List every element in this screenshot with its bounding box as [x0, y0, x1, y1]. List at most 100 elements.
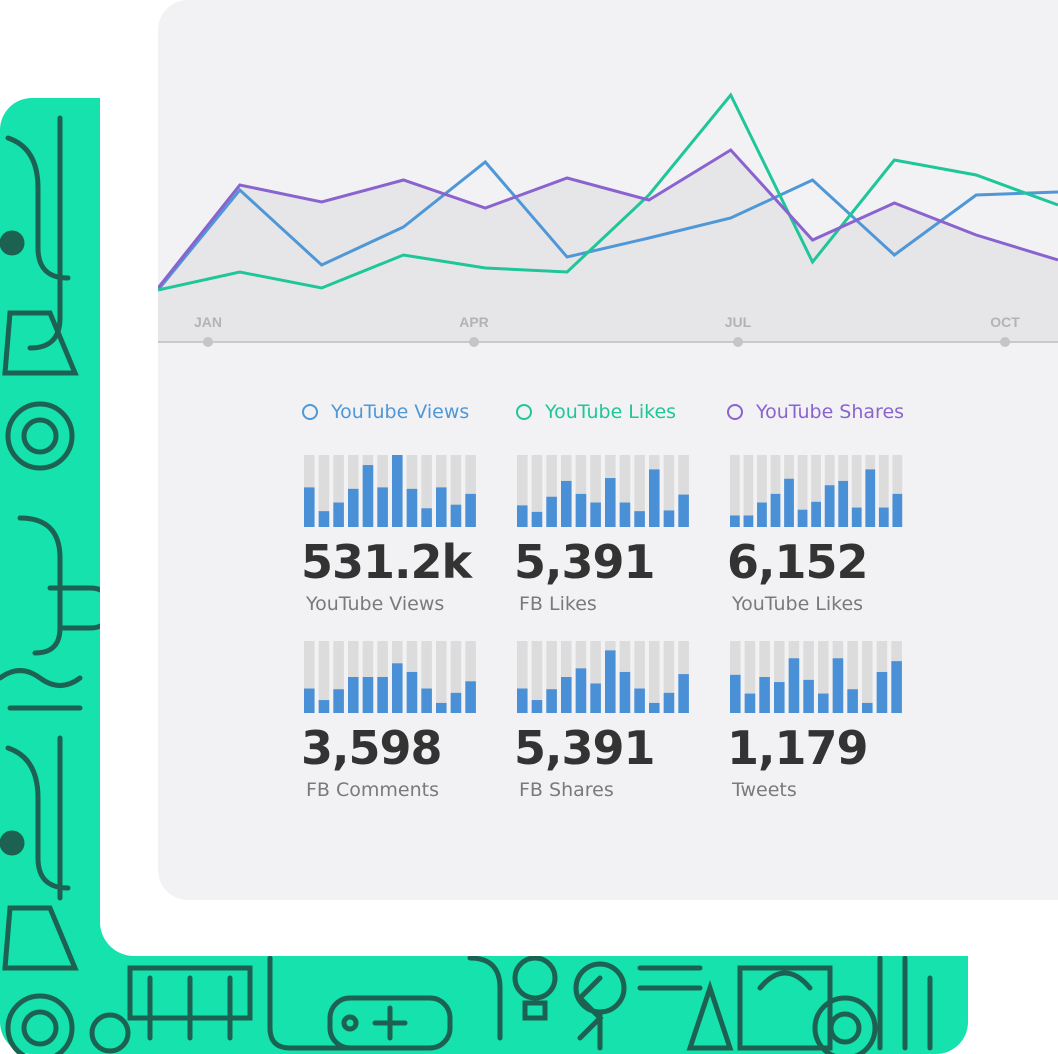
- bar: [450, 692, 462, 713]
- bar-track: [663, 455, 675, 527]
- bar-track: [892, 455, 903, 527]
- stat-label: YouTube Likes: [732, 593, 864, 615]
- x-tick-label: APR: [459, 314, 489, 330]
- x-tick-dot: [1000, 337, 1010, 347]
- legend-label: YouTube Views: [331, 401, 470, 423]
- stat-tile-fb-shares: 5,391 FB Shares: [514, 641, 707, 811]
- bar: [333, 502, 344, 527]
- stat-tile-fb-likes: 5,391 FB Likes: [514, 455, 707, 625]
- x-tick-label: JUL: [725, 314, 752, 330]
- bar-track: [450, 455, 462, 527]
- bar: [663, 510, 675, 527]
- bar: [406, 488, 418, 527]
- bar-track: [304, 641, 315, 713]
- bar-track: [546, 455, 557, 527]
- bar: [770, 493, 781, 527]
- bar: [531, 700, 543, 713]
- x-tick-dot: [733, 337, 743, 347]
- bar-track: [590, 641, 601, 713]
- bar: [333, 689, 344, 713]
- bar: [465, 681, 476, 713]
- legend-ring-icon: [516, 404, 532, 420]
- bar: [649, 702, 660, 713]
- bar-track: [743, 455, 754, 527]
- bar: [318, 511, 330, 527]
- bar: [436, 487, 447, 527]
- bar: [546, 496, 557, 527]
- bar-track: [678, 455, 689, 527]
- bar: [362, 465, 374, 527]
- bar-track: [634, 455, 645, 527]
- bar-track: [546, 641, 557, 713]
- series-line-youtube-views: [158, 159, 1058, 291]
- bar: [605, 650, 616, 713]
- bar-track: [436, 641, 447, 713]
- bar: [824, 485, 835, 527]
- bar-track: [730, 455, 740, 527]
- sparkbar-chart: [304, 455, 476, 527]
- bar: [730, 674, 741, 713]
- bar: [348, 488, 359, 527]
- stat-value: 1,179: [727, 721, 869, 775]
- bar-track: [465, 455, 476, 527]
- bar: [517, 688, 528, 713]
- x-tick-label: OCT: [990, 314, 1020, 330]
- stat-label: FB Likes: [519, 593, 597, 615]
- bar: [876, 671, 888, 713]
- bar: [348, 677, 359, 713]
- bar-track: [421, 455, 432, 527]
- bar: [450, 504, 462, 527]
- legend-ring-icon: [302, 404, 318, 420]
- bar: [619, 502, 631, 527]
- bar-track: [847, 641, 858, 713]
- bar-track: [757, 455, 767, 527]
- bar: [744, 693, 756, 713]
- bar: [605, 478, 616, 527]
- legend-item-youtube-likes: YouTube Likes: [516, 398, 676, 426]
- bar-track: [663, 641, 675, 713]
- bar: [678, 494, 689, 527]
- bar-track: [770, 455, 781, 527]
- stat-label: Tweets: [732, 779, 797, 801]
- bar: [759, 677, 770, 713]
- bar: [517, 505, 528, 527]
- bar: [546, 689, 557, 713]
- bar: [757, 502, 767, 527]
- stat-value: 5,391: [514, 721, 656, 775]
- bar-track: [590, 455, 601, 527]
- bar-track: [465, 641, 476, 713]
- sparkbar-chart: [517, 455, 689, 527]
- bar-track: [797, 455, 808, 527]
- bar: [318, 700, 330, 713]
- line-chart: JAN APR JUL OCT: [158, 92, 1058, 347]
- bar: [774, 682, 785, 713]
- bar: [892, 493, 903, 527]
- bar: [392, 455, 403, 527]
- bar: [663, 692, 675, 713]
- series-line-youtube-likes: [158, 92, 1058, 292]
- bar: [531, 511, 543, 527]
- legend-label: YouTube Likes: [545, 401, 677, 423]
- bar: [465, 493, 476, 527]
- stat-value: 6,152: [727, 535, 869, 589]
- stat-tile-youtube-likes: 6,152 YouTube Likes: [727, 455, 920, 625]
- bar: [811, 501, 821, 527]
- analytics-panel: JAN APR JUL OCT YouTube Views YouTube Likes…: [158, 0, 1058, 900]
- bar-track: [575, 455, 587, 527]
- bar: [730, 515, 740, 527]
- bar: [851, 507, 862, 527]
- bar-track: [619, 455, 631, 527]
- legend-label: YouTube Shares: [756, 401, 905, 423]
- bar: [847, 689, 858, 713]
- bar-track: [517, 455, 528, 527]
- x-tick-label: JAN: [194, 314, 222, 330]
- bar: [865, 469, 876, 527]
- bar: [818, 693, 829, 713]
- bar-track: [531, 455, 543, 527]
- bar-track: [649, 641, 660, 713]
- bar-track: [634, 641, 645, 713]
- bar: [377, 487, 388, 527]
- bar-track: [318, 455, 330, 527]
- bar: [436, 702, 447, 713]
- bar: [784, 478, 794, 527]
